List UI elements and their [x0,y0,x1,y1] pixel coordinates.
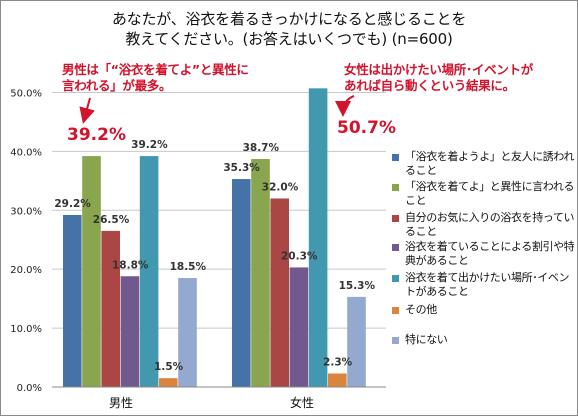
male-annotation-arrow [79,97,95,124]
female-highlight-value: 50.7% [337,118,396,138]
y-tick-label: 20.0% [10,265,42,276]
y-tick-label: 40.0% [10,147,42,158]
x-category-label: 男性 [109,396,133,410]
legend-swatch [392,215,399,222]
bar [328,373,347,387]
legend-swatch [392,244,399,251]
male-note-line-2: 言われる」が最多。 [62,78,172,93]
bar [159,378,178,387]
bar [139,156,159,387]
bar [289,267,309,387]
bar-value-label: 15.3% [339,280,376,292]
legend-swatch [392,307,399,314]
y-tick-label: 50.0% [10,88,42,99]
y-tick-label: 10.0% [10,324,42,335]
bar-value-label: 20.3% [281,250,318,262]
bar [101,230,120,387]
chart-title-line-1: あなたが、浴衣を着るきっかけになると感じることを [111,10,467,28]
legend-label: 自分のお気に入りの浴衣を持っていること [405,211,575,238]
annotation-arrows [79,95,355,124]
bar [178,278,197,387]
bar-value-label: 32.0% [262,181,299,193]
bar-value-label: 18.8% [112,259,149,271]
legend-swatch [392,184,399,191]
bar [82,156,101,387]
bar-value-label: 18.5% [170,261,207,273]
bar [120,276,140,387]
y-tick-label: 0.0% [17,383,42,394]
bar [347,296,366,387]
legend-label: 浴衣を着て出かけたい場所･イベントがあること [405,271,570,298]
bar-value-labels: 29.2%26.5% 18.8% 39.2% 1.5% 18.5% 35.3% 38.7% 3… [54,139,375,373]
legend-swatch [392,154,399,161]
female-note-line-2: あれば自ら動くという結果に。 [344,78,515,93]
bar-value-label: 38.7% [243,142,280,154]
bar [270,198,289,387]
bar [308,88,328,388]
y-axis-ticks: 0.0% 10.0% 20.0% 30.0% 40.0% 50.0% [10,88,42,394]
legend-label: 浴衣を着ていることによる割引や特典があること [405,240,575,267]
bar-value-label: 29.2% [54,198,91,210]
bar [251,159,270,387]
bar [232,179,251,387]
x-axis: 男性 女性 [52,386,386,410]
legend-label: 「浴衣を着ようよ」と友人に誘われること [405,150,575,177]
bar-value-label: 35.3% [223,162,260,174]
legend-label: 特にない [405,333,448,346]
legend-swatch [392,275,399,282]
chart-title-line-2: 教えてください。(お答えはいくつでも) (n=600) [125,30,453,48]
legend-swatch [392,337,399,344]
female-note-line-1: 女性は出かけたい場所･イベントが [344,62,533,77]
x-category-label: 女性 [290,395,314,410]
male-note-line-1: 男性は「“浴衣を着てよ”と異性に [62,62,249,77]
male-highlight-value: 39.2% [67,125,126,145]
bars [63,88,366,388]
female-annotation-arrow [335,95,355,117]
legend-label: 「浴衣を着てよ」と異性に言われること [405,180,575,207]
bar-value-label: 2.3% [323,356,353,368]
bar-value-label: 39.2% [131,139,168,151]
bar-value-label: 26.5% [93,214,130,226]
y-tick-label: 30.0% [10,206,42,217]
bar [63,214,82,387]
bar-value-label: 1.5% [154,361,184,373]
legend-label: その他 [405,303,437,316]
